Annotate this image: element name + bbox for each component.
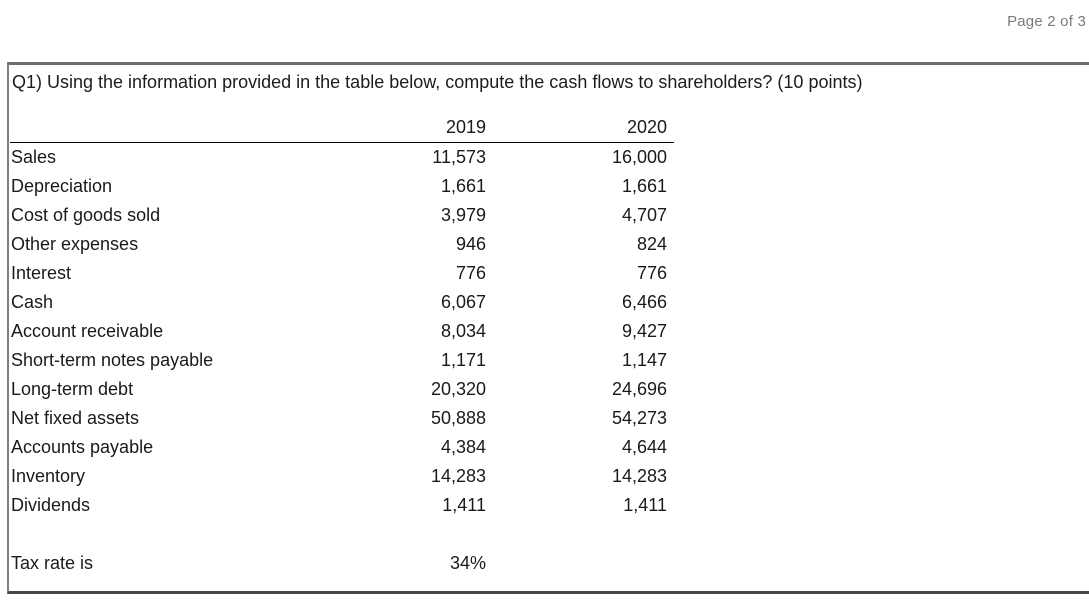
table-row-account-receivable: Account receivable 8,034 9,427 — [10, 317, 674, 346]
value-2020: 776 — [636, 263, 667, 283]
value-2019: 4,384 — [440, 437, 486, 457]
value-2020: 24,696 — [611, 379, 667, 399]
row-label: Inventory — [11, 466, 86, 486]
row-label: Short-term notes payable — [11, 350, 214, 370]
value-2019: 776 — [455, 263, 486, 283]
value-2019: 1,171 — [440, 350, 486, 370]
tax-rate-value: 34% — [449, 553, 486, 573]
value-2020: 4,707 — [621, 205, 667, 225]
table-row-interest: Interest 776 776 — [10, 259, 674, 288]
value-2020: 1,147 — [621, 350, 667, 370]
table-row-cost-of-goods-sold: Cost of goods sold 3,979 4,707 — [10, 201, 674, 230]
question-box: Q1) Using the information provided in th… — [7, 62, 1089, 594]
page-number-indicator: Page 2 of 3 — [1007, 13, 1086, 30]
row-label: Interest — [11, 263, 72, 283]
table-row-dividends: Dividends 1,411 1,411 — [10, 491, 674, 520]
value-2019: 6,067 — [440, 292, 486, 312]
empty-cell — [488, 549, 674, 578]
financial-data-table: 2019 2020 Sales 11,573 16,000 Depreciati… — [10, 113, 674, 578]
table-blank-row — [10, 520, 674, 549]
row-label: Dividends — [11, 495, 91, 515]
row-label: Cash — [11, 292, 54, 312]
table-row-inventory: Inventory 14,283 14,283 — [10, 462, 674, 491]
header-year-2019: 2019 — [292, 113, 488, 143]
table-row-accounts-payable: Accounts payable 4,384 4,644 — [10, 433, 674, 462]
value-2020: 9,427 — [621, 321, 667, 341]
row-label: Sales — [11, 147, 57, 167]
table-row-net-fixed-assets: Net fixed assets 50,888 54,273 — [10, 404, 674, 433]
value-2020: 6,466 — [621, 292, 667, 312]
value-2019: 8,034 — [440, 321, 486, 341]
row-label: Account receivable — [11, 321, 164, 341]
table-row-sales: Sales 11,573 16,000 — [10, 143, 674, 173]
row-label: Tax rate is — [11, 553, 94, 573]
value-2019: 1,411 — [442, 495, 486, 515]
table-row-short-term-notes-payable: Short-term notes payable 1,171 1,147 — [10, 346, 674, 375]
table-row-depreciation: Depreciation 1,661 1,661 — [10, 172, 674, 201]
table-row-other-expenses: Other expenses 946 824 — [10, 230, 674, 259]
value-2019: 946 — [455, 234, 486, 254]
value-2019: 50,888 — [430, 408, 486, 428]
table-header-row: 2019 2020 — [10, 113, 674, 143]
value-2019: 3,979 — [440, 205, 486, 225]
row-label: Long-term debt — [11, 379, 134, 399]
table-row-cash: Cash 6,067 6,466 — [10, 288, 674, 317]
value-2020: 824 — [636, 234, 667, 254]
value-2020: 1,661 — [621, 176, 667, 196]
value-2020: 16,000 — [611, 147, 667, 167]
value-2020: 54,273 — [611, 408, 667, 428]
row-label: Accounts payable — [11, 437, 154, 457]
value-2020: 1,411 — [623, 495, 667, 515]
row-label: Depreciation — [11, 176, 113, 196]
header-year-2020: 2020 — [488, 113, 674, 143]
value-2019: 20,320 — [430, 379, 486, 399]
row-label: Net fixed assets — [11, 408, 140, 428]
value-2019: 11,573 — [432, 147, 486, 167]
row-label: Cost of goods sold — [11, 205, 161, 225]
header-blank-cell — [10, 113, 292, 143]
value-2020: 14,283 — [611, 466, 667, 486]
row-label: Other expenses — [11, 234, 139, 254]
value-2020: 4,644 — [621, 437, 667, 457]
value-2019: 1,661 — [440, 176, 486, 196]
question-text: Q1) Using the information provided in th… — [12, 72, 863, 92]
value-2019: 14,283 — [430, 466, 486, 486]
table-row-tax-rate: Tax rate is 34% — [10, 549, 674, 578]
table-row-long-term-debt: Long-term debt 20,320 24,696 — [10, 375, 674, 404]
